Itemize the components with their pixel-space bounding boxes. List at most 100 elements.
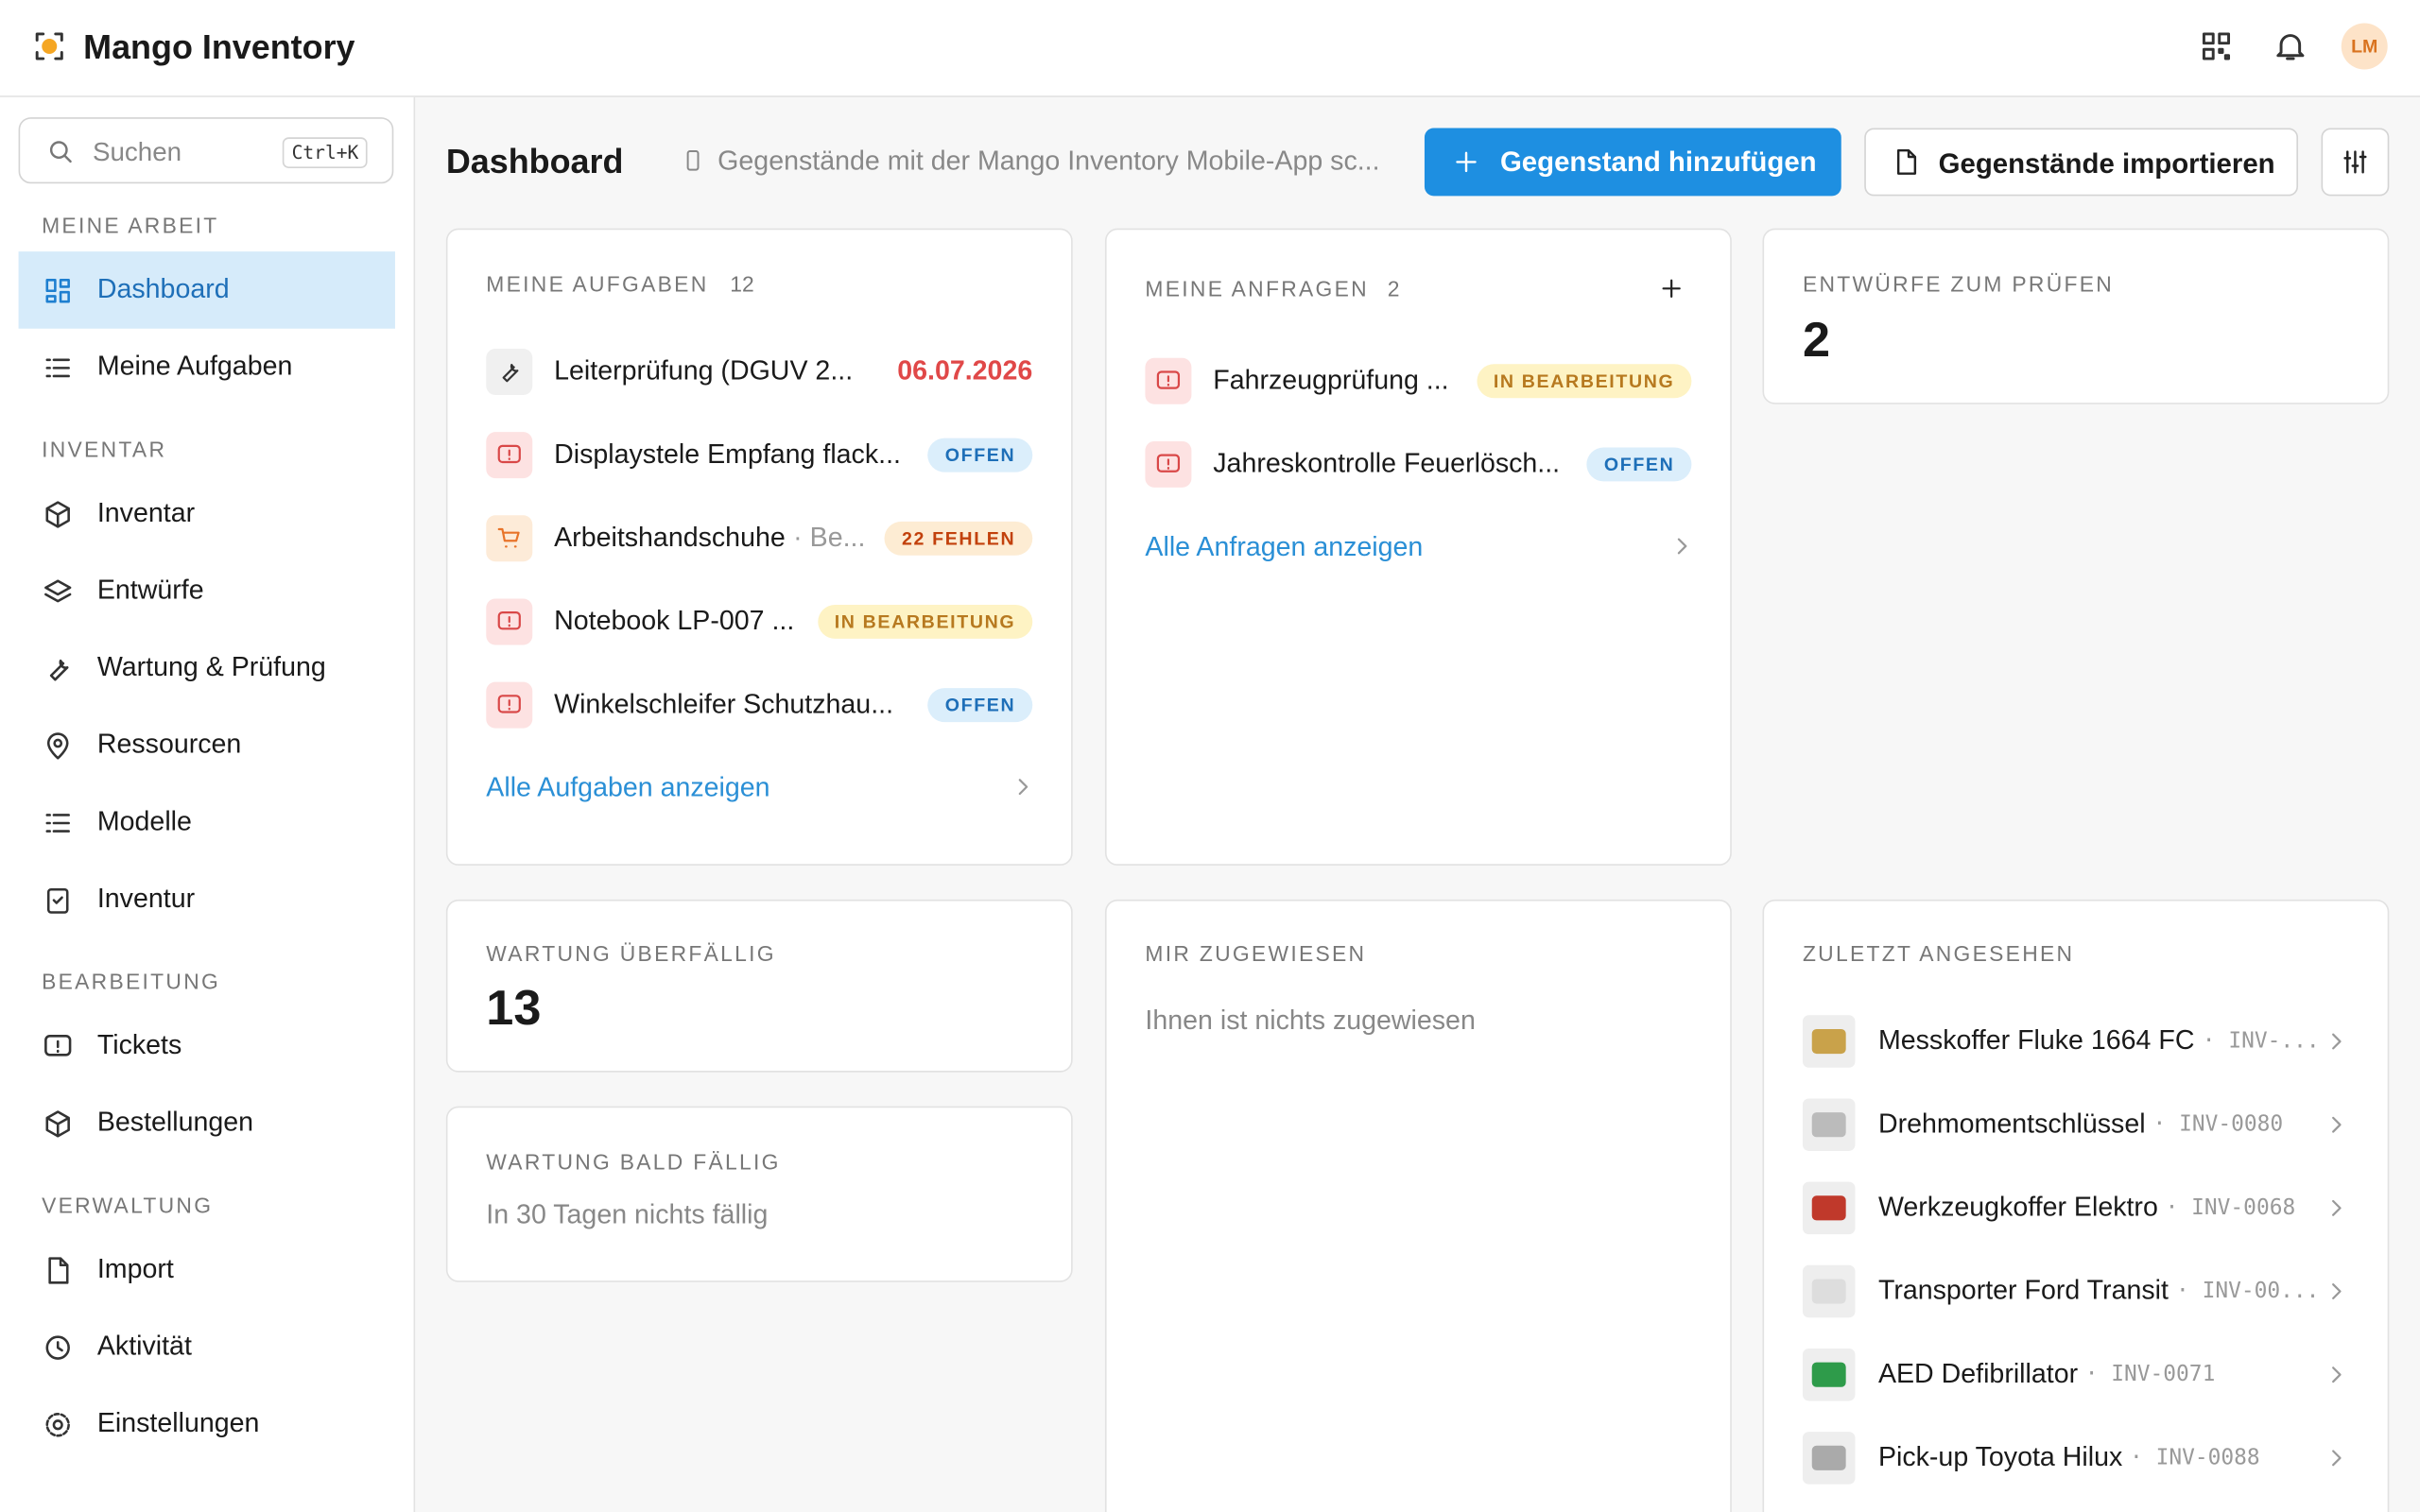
nav-item[interactable]: Wartung & Prüfung — [19, 629, 395, 707]
nav-label: Wartung & Prüfung — [96, 650, 326, 682]
avatar[interactable]: LM — [2341, 23, 2388, 70]
row-label[interactable]: Fahrzeugprüfung ... — [1213, 364, 1449, 395]
icon — [495, 441, 523, 469]
nav-label: Aktivität — [96, 1330, 192, 1361]
nav-item[interactable]: Aktivität — [19, 1308, 395, 1385]
thumbnail — [1802, 1264, 1856, 1318]
recent-name[interactable]: Pick-up Toyota Hilux — [1877, 1440, 2123, 1472]
notifications[interactable] — [2272, 27, 2308, 64]
nav-label: Einstellungen — [96, 1406, 260, 1438]
recent-name[interactable]: Transporter Ford Transit — [1877, 1274, 2169, 1306]
due-date: 06.07.2026 — [897, 354, 1033, 387]
row-icon — [486, 681, 533, 729]
count: 12 — [730, 271, 754, 297]
card-title: ENTWÜRFE ZUM PRÜFEN — [1802, 271, 2115, 297]
settings-button[interactable] — [2321, 128, 2390, 197]
nav-icon — [42, 653, 74, 685]
row-label[interactable]: Notebook LP-007 ... — [554, 605, 795, 636]
qr-button[interactable] — [2198, 27, 2235, 64]
row-label[interactable]: Jahreskontrolle Feuerlösch... — [1213, 447, 1561, 479]
status-badge: OFFEN — [927, 438, 1033, 472]
nav-item[interactable]: Entwürfe — [19, 552, 395, 629]
nav-item[interactable]: Modelle — [19, 783, 395, 861]
recent-name[interactable]: Werkzeugkoffer Elektro — [1877, 1191, 2158, 1223]
search[interactable]: Suchen Ctrl+K — [18, 117, 394, 184]
nav-icon — [42, 1254, 74, 1286]
import-label: Gegenstände importieren — [1938, 147, 2275, 180]
nav-icon — [42, 1409, 74, 1441]
row-label[interactable]: Winkelschleifer Schutzhau... — [554, 688, 894, 719]
recent-name[interactable]: Drehmomentschlüssel — [1877, 1108, 2146, 1139]
nav-item[interactable]: Meine Aufgaben — [19, 329, 395, 406]
row-label[interactable]: Arbeitshandschuhe — [554, 521, 786, 553]
chevron — [2323, 1111, 2350, 1139]
row-icon — [486, 598, 533, 645]
nav-item[interactable]: Dashboard — [18, 251, 395, 329]
overdue-card: WARTUNG ÜBERFÄLLIG 13 — [445, 899, 1073, 1073]
chevron — [2323, 1361, 2350, 1388]
recent-card: ZULETZT ANGESEHEN Messkoffer Fluke 1664 F… — [1762, 899, 2390, 1512]
nav-label: Tickets — [96, 1028, 182, 1060]
due-soon-card: WARTUNG BALD FÄLLIG In 30 Tagen nichts fä… — [445, 1106, 1073, 1282]
view-all-link[interactable]: Alle Aufgaben anzeigen — [486, 771, 770, 802]
thumbnail — [1802, 1432, 1856, 1485]
add-request — [1657, 275, 1685, 302]
row-label[interactable]: Displaystele Empfang flack... — [554, 438, 901, 470]
import-button[interactable]: Gegenstände importieren — [1864, 128, 2299, 197]
nav-icon — [42, 730, 74, 762]
nav-icon — [42, 885, 74, 917]
count: 2 — [1387, 276, 1400, 301]
nav-label: Inventur — [96, 882, 196, 914]
nav-item[interactable]: Ressourcen — [19, 707, 395, 784]
view-all-link[interactable]: Alle Anfragen anzeigen — [1145, 530, 1424, 562]
icon — [495, 608, 523, 635]
nav-item[interactable]: Import — [19, 1231, 395, 1309]
sidebar — [0, 96, 416, 1512]
shortcut: Ctrl+K — [282, 137, 369, 168]
row-label[interactable]: Leiterprüfung (DGUV 2... — [554, 354, 854, 387]
plus-icon — [1451, 146, 1482, 178]
empty-text: In 30 Tagen nichts fällig — [486, 1198, 769, 1230]
card-title: WARTUNG BALD FÄLLIG — [486, 1149, 781, 1175]
status-badge: IN BEARBEITUNG — [1476, 364, 1692, 399]
row-icon — [1145, 357, 1192, 404]
requests-card: MEINE ANFRAGEN 2 Fahrzeugprüfung ... IN BEA… — [1104, 228, 1732, 866]
recent-code: · INV-0071 — [2084, 1362, 2216, 1387]
nav-item[interactable]: Inventur — [19, 861, 395, 938]
nav-item[interactable]: Inventar — [19, 475, 395, 553]
chevron — [1668, 532, 1696, 559]
chevron — [1010, 773, 1037, 800]
chevron — [2323, 1444, 2350, 1471]
thumb-shape — [1811, 1028, 1846, 1055]
nav-icon — [42, 807, 74, 839]
icon — [1154, 368, 1182, 395]
recent-name[interactable]: AED Defibrillator — [1877, 1357, 2079, 1389]
nav-icon — [42, 498, 74, 530]
card-title: MIR ZUGEWIESEN — [1145, 940, 1367, 967]
nav-icon — [42, 1108, 74, 1140]
nav-label: Dashboard — [96, 272, 230, 304]
recent-code: · INV-0088 — [2130, 1445, 2260, 1470]
chevron — [2323, 1194, 2350, 1222]
recent-name[interactable]: Messkoffer Fluke 1664 FC — [1877, 1024, 2195, 1056]
metric: 2 — [1802, 311, 1830, 368]
drafts-card: ENTWÜRFE ZUM PRÜFEN 2 — [1762, 228, 2390, 404]
recent-code: · INV-... — [2202, 1028, 2320, 1055]
nav-label: Inventar — [96, 496, 196, 528]
add-button[interactable]: Gegenstand hinzufügen — [1424, 128, 1841, 197]
nav-group-title: INVENTAR — [42, 437, 167, 462]
hint: Gegenstände mit der Mango Inventory Mobi… — [717, 145, 1380, 177]
nav-group-title: MEINE ARBEIT — [42, 213, 219, 238]
card-title: MEINE AUFGABEN — [486, 271, 709, 297]
status-badge: OFFEN — [1586, 447, 1692, 482]
nav-group-title: BEARBEITUNG — [42, 969, 221, 994]
nav-label: Bestellungen — [96, 1106, 254, 1138]
nav-icon — [42, 275, 74, 307]
nav-item[interactable]: Bestellungen — [19, 1085, 395, 1162]
nav-item[interactable]: Tickets — [19, 1007, 395, 1085]
icon — [495, 691, 523, 718]
recent-code: · INV-00... — [2176, 1279, 2320, 1304]
nav-item[interactable]: Einstellungen — [19, 1385, 395, 1463]
thumbnail — [1802, 1098, 1856, 1151]
logo — [31, 27, 68, 64]
